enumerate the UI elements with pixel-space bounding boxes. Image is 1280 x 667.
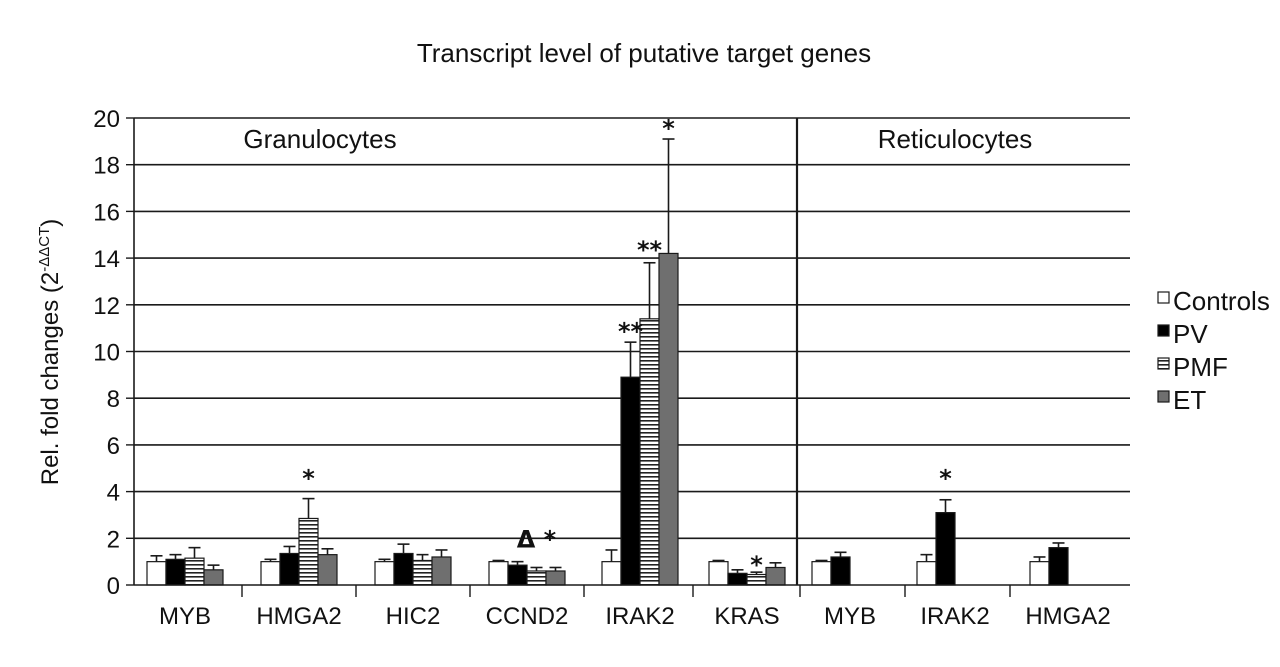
bar-controls-kras — [708, 561, 729, 586]
bar-et-myb — [203, 569, 224, 586]
significance-marker: * — [302, 465, 315, 493]
significance-marker: * — [750, 551, 763, 579]
bar-pmf-hic2 — [412, 559, 433, 586]
bar-pv-irak2 — [620, 376, 641, 586]
legend-swatch-et — [1157, 390, 1170, 403]
legend-swatch-controls — [1157, 291, 1170, 304]
bar-pmf-irak2 — [639, 318, 660, 586]
bar-pv-hic2 — [393, 552, 414, 586]
bar-et-irak2 — [658, 252, 679, 586]
bar-controls-hic2 — [374, 561, 395, 586]
x-tick-label: IRAK2 — [605, 603, 674, 630]
y-tick-label: 18 — [93, 153, 120, 180]
legend-label-controls: Controls — [1173, 286, 1270, 316]
y-axis-label: Rel. fold changes (2-ΔΔCT) — [36, 219, 64, 486]
legend-label-pmf: PMF — [1173, 352, 1228, 382]
significance-annotations: *Δ ******** — [302, 114, 952, 579]
y-tick-label: 20 — [93, 106, 120, 133]
bar-controls-irak2 — [601, 561, 622, 586]
legend-label-et: ET — [1173, 385, 1206, 415]
panel-label-granulocytes: Granulocytes — [243, 124, 396, 154]
bar-pv-kras — [727, 572, 748, 586]
bar-et-kras — [765, 566, 786, 586]
bar-pmf-hmga2 — [298, 517, 319, 586]
chart-title: Transcript level of putative target gene… — [417, 38, 871, 68]
bar-pv-hmga2 — [279, 552, 300, 586]
legend-swatch-pv — [1157, 324, 1170, 337]
y-tick-label: 16 — [93, 199, 120, 226]
bar-controls-ccnd2 — [488, 561, 509, 586]
y-tick-label: 2 — [107, 526, 120, 553]
x-tick-label: CCND2 — [486, 603, 569, 630]
bar-et-ccnd2 — [545, 570, 566, 586]
bar-pmf-myb — [184, 557, 205, 586]
axis-labels: 0 2 4 6 8 10 12 14 16 18 20 Granulocytes Reticulocyt… — [36, 106, 1111, 630]
x-tick-label: HMGA2 — [1025, 603, 1110, 630]
y-tick-label: 10 — [93, 340, 120, 367]
bar-controls-irak2 — [916, 561, 937, 586]
x-tick-label: HMGA2 — [256, 603, 341, 630]
y-tick-label: 8 — [107, 386, 120, 413]
bar-pv-myb — [830, 556, 851, 586]
bar-pv-myb — [165, 558, 186, 586]
y-tick-label: 0 — [107, 573, 120, 600]
bar-controls-myb — [811, 561, 832, 586]
y-axis-label-superscript: -ΔΔCT — [36, 227, 53, 272]
bar-pmf-ccnd2 — [526, 570, 547, 586]
bar-et-hmga2 — [317, 554, 338, 586]
significance-marker: * — [662, 114, 675, 142]
bar-pv-ccnd2 — [507, 564, 528, 586]
bars — [146, 138, 1069, 586]
y-tick-label: 14 — [93, 246, 120, 273]
y-tick-label: 4 — [107, 480, 120, 507]
bar-controls-myb — [146, 561, 167, 586]
axes — [126, 117, 1130, 597]
y-tick-label: 12 — [93, 293, 120, 320]
x-tick-label: IRAK2 — [920, 603, 989, 630]
bar-controls-hmga2 — [1029, 561, 1050, 586]
significance-marker: ** — [618, 317, 644, 345]
x-tick-label: MYB — [159, 603, 211, 630]
bar-et-hic2 — [431, 556, 452, 586]
panel-label-reticulocytes: Reticulocytes — [878, 124, 1033, 154]
y-tick-label: 6 — [107, 433, 120, 460]
legend-label-pv: PV — [1173, 319, 1208, 349]
y-axis-label-close: ) — [37, 219, 64, 227]
legend-swatch-pmf — [1157, 357, 1170, 370]
bar-pv-hmga2 — [1048, 547, 1069, 586]
x-tick-label: HIC2 — [386, 603, 441, 630]
y-axis-label-main: Rel. fold changes (2 — [37, 272, 64, 485]
bar-pv-irak2 — [935, 512, 956, 586]
bar-controls-hmga2 — [260, 561, 281, 586]
x-tick-label: MYB — [824, 603, 876, 630]
significance-marker: ** — [637, 236, 663, 264]
significance-marker: * — [939, 465, 952, 493]
significance-marker: Δ * — [517, 525, 557, 553]
x-tick-label: KRAS — [714, 603, 779, 630]
gridlines — [134, 117, 1130, 540]
